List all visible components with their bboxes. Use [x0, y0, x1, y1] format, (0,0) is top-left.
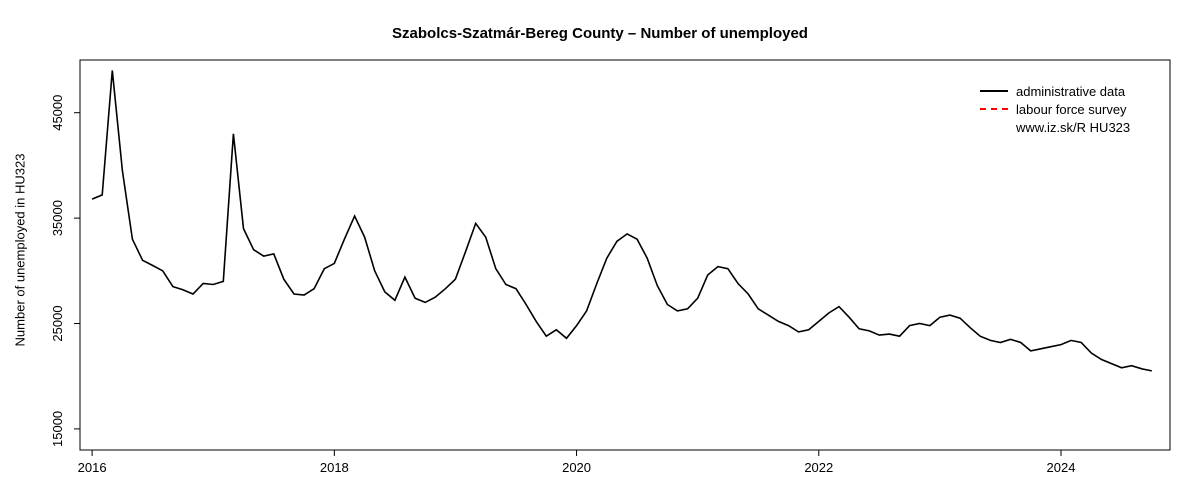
- legend-swatch: [980, 108, 1008, 110]
- y-tick-label: 45000: [50, 95, 65, 131]
- legend-item: labour force survey: [980, 100, 1130, 118]
- legend-footer: www.iz.sk/R HU323: [980, 118, 1130, 136]
- legend-label: administrative data: [1016, 84, 1125, 99]
- chart-container: Szabolcs-Szatmár-Bereg County – Number o…: [0, 0, 1200, 500]
- x-tick-label: 2024: [1047, 460, 1076, 475]
- x-tick-label: 2022: [804, 460, 833, 475]
- legend: administrative data labour force survey ww…: [980, 82, 1130, 136]
- y-tick-label: 25000: [50, 305, 65, 341]
- legend-swatch: [980, 90, 1008, 92]
- x-tick-label: 2020: [562, 460, 591, 475]
- y-tick-label: 35000: [50, 200, 65, 236]
- legend-label: labour force survey: [1016, 102, 1127, 117]
- x-tick-label: 2016: [78, 460, 107, 475]
- legend-item: administrative data: [980, 82, 1130, 100]
- y-tick-label: 15000: [50, 411, 65, 447]
- legend-footer-text: www.iz.sk/R HU323: [1016, 120, 1130, 135]
- chart-svg: 2016 2018 2020 2022 2024 15000 25000 35000 45000: [0, 0, 1200, 500]
- x-tick-label: 2018: [320, 460, 349, 475]
